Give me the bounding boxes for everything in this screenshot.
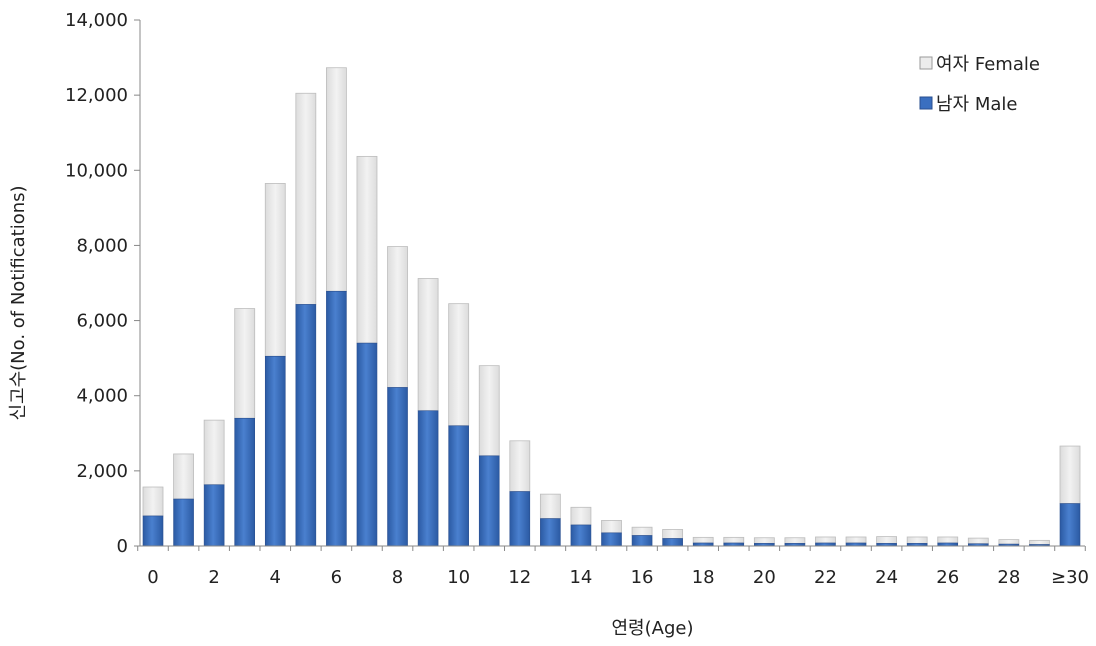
- y-tick-label: 12,000: [65, 85, 128, 106]
- x-tick-label: ≥30: [1051, 567, 1089, 588]
- legend-male-swatch: [919, 96, 933, 110]
- bar-male-11: [478, 455, 500, 547]
- x-tick-label: 8: [392, 567, 403, 588]
- x-tick-label: 2: [208, 567, 219, 588]
- bar-female-24: [876, 536, 897, 544]
- bar-male-3: [234, 417, 255, 547]
- bar-female-5: [295, 92, 317, 305]
- bar-female-17: [662, 529, 684, 539]
- x-tick-label: 12: [508, 567, 531, 588]
- bar-male-12: [509, 491, 531, 547]
- bar-female-1: [173, 453, 194, 500]
- bar-female-26: [937, 536, 959, 544]
- bar-male-2: [203, 484, 225, 547]
- legend-male-label: 남자 Male: [936, 94, 1017, 115]
- bar-female-3: [234, 308, 256, 419]
- y-tick-label: 8,000: [76, 235, 128, 256]
- bar-female-20: [753, 537, 775, 544]
- x-tick-label: 22: [814, 567, 837, 588]
- bar-female-25: [906, 536, 928, 544]
- x-tick-label: 20: [753, 567, 776, 588]
- x-tick-label: 28: [997, 567, 1020, 588]
- bar-male-10: [448, 425, 469, 547]
- bar-female-28: [998, 539, 1020, 545]
- bar-female-0: [142, 486, 164, 517]
- bar-female-11: [478, 365, 500, 457]
- bar-male-4: [264, 355, 286, 547]
- bar-female-12: [509, 440, 531, 492]
- x-tick-label: 10: [447, 567, 470, 588]
- y-tick-label: 0: [117, 536, 128, 557]
- bar-male-8: [387, 387, 408, 547]
- bar-female-15: [601, 520, 622, 534]
- y-tick-label: 14,000: [65, 10, 128, 31]
- bar-female-23: [845, 536, 867, 544]
- y-axis: 0 2,000 4,000 6,000 8,000 10,000 12,000 14,000: [65, 10, 141, 557]
- bar-male-17: [662, 538, 683, 547]
- bar-male-1: [173, 498, 194, 547]
- x-tick-label: 24: [875, 567, 898, 588]
- bar-male-7: [356, 342, 378, 547]
- x-tick-label: 0: [147, 567, 158, 588]
- bar-male-5: [295, 304, 317, 547]
- bar-male-≥30: [1059, 503, 1081, 547]
- bar-male-6: [326, 290, 347, 547]
- bar-female-2: [203, 419, 225, 486]
- legend-female-label: 여자 Female: [936, 54, 1040, 75]
- bars: [142, 67, 1081, 547]
- bar-female-6: [325, 67, 347, 292]
- x-tick-label: 4: [270, 567, 281, 588]
- bar-female-19: [723, 536, 745, 544]
- y-tick-label: 10,000: [65, 160, 128, 181]
- bar-male-0: [142, 515, 164, 547]
- bar-male-13: [540, 518, 561, 547]
- bar-male-14: [570, 524, 592, 547]
- bar-male-9: [417, 410, 439, 547]
- y-tick-label: 4,000: [76, 386, 128, 407]
- x-axis: 0 2 4 6 8 10 12 14 16 18 20 22 24 26 28 ≥30: [137, 545, 1089, 588]
- bar-female-27: [967, 537, 989, 545]
- x-tick-label: 16: [631, 567, 654, 588]
- bar-male-16: [631, 535, 653, 547]
- y-axis-title: 신고수(No. of Notifications): [8, 185, 29, 420]
- bar-female-7: [356, 155, 378, 344]
- bar-female-16: [631, 526, 653, 536]
- x-tick-label: 6: [331, 567, 342, 588]
- bar-female-14: [570, 506, 592, 526]
- x-tick-label: 18: [692, 567, 715, 588]
- x-tick-label: 14: [569, 567, 592, 588]
- bar-female-22: [815, 536, 836, 544]
- legend: 여자 Female 남자 Male: [919, 54, 1040, 115]
- bar-female-4: [264, 183, 286, 357]
- x-tick-label: 26: [936, 567, 959, 588]
- legend-female-swatch: [919, 56, 933, 70]
- bar-male-15: [601, 532, 622, 547]
- bar-female-9: [417, 278, 439, 412]
- y-tick-label: 6,000: [76, 311, 128, 332]
- bar-female-8: [387, 246, 408, 388]
- x-axis-title: 연령(Age): [612, 618, 694, 639]
- bar-female-29: [1029, 539, 1050, 545]
- legend-female: 여자 Female: [919, 54, 1040, 75]
- bar-female-≥30: [1059, 445, 1081, 504]
- bar-female-10: [448, 303, 470, 427]
- y-tick-label: 2,000: [76, 461, 128, 482]
- legend-male: 남자 Male: [919, 94, 1017, 115]
- bar-female-21: [784, 537, 806, 544]
- bar-female-18: [692, 536, 714, 544]
- bar-female-13: [539, 493, 561, 519]
